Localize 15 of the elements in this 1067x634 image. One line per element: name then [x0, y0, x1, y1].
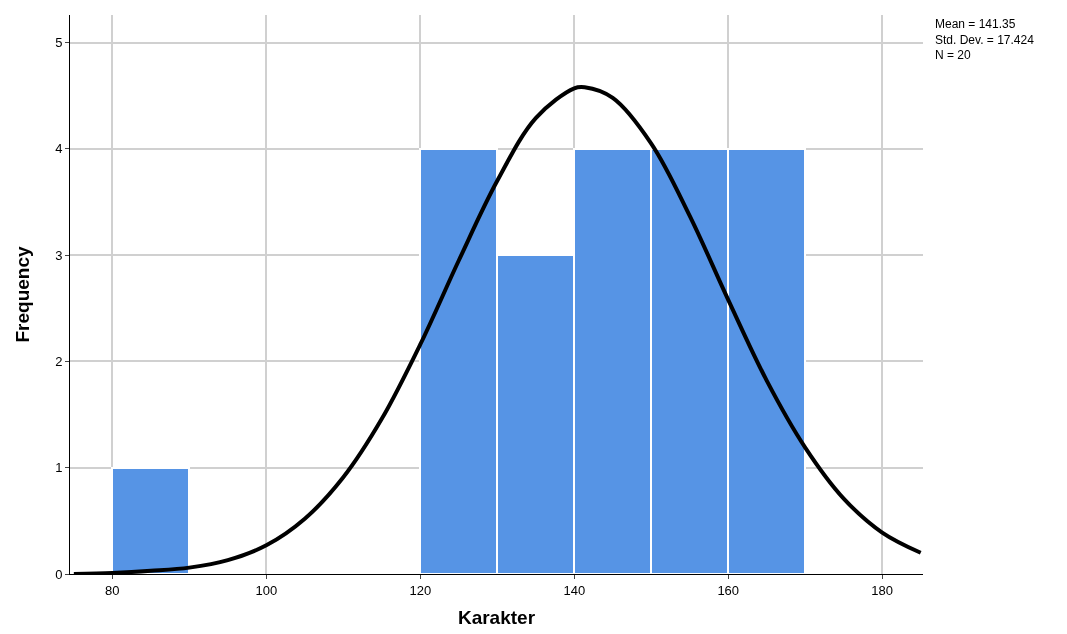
x-tick-label: 100 [255, 582, 278, 598]
x-tick-label: 180 [871, 582, 894, 598]
y-tick-label: 4 [55, 141, 63, 157]
x-axis-title: Karakter [457, 607, 536, 629]
text: Mean = 141.35 Std. Dev. = 17.424 N = 20 [935, 17, 1035, 63]
x-tick-label: 120 [409, 582, 432, 598]
y-tick-label: 2 [55, 354, 63, 369]
y-axis-title: Frequency [12, 246, 34, 343]
x-tick-label: 160 [717, 582, 740, 598]
x-tick-label: 140 [563, 582, 586, 598]
y-tick-label: 3 [55, 247, 63, 263]
x-tick-label: 80 [105, 582, 120, 598]
y-tick-label: 5 [55, 35, 63, 51]
y-tick-label: 0 [55, 566, 63, 582]
y-tick-label: 1 [55, 460, 63, 476]
